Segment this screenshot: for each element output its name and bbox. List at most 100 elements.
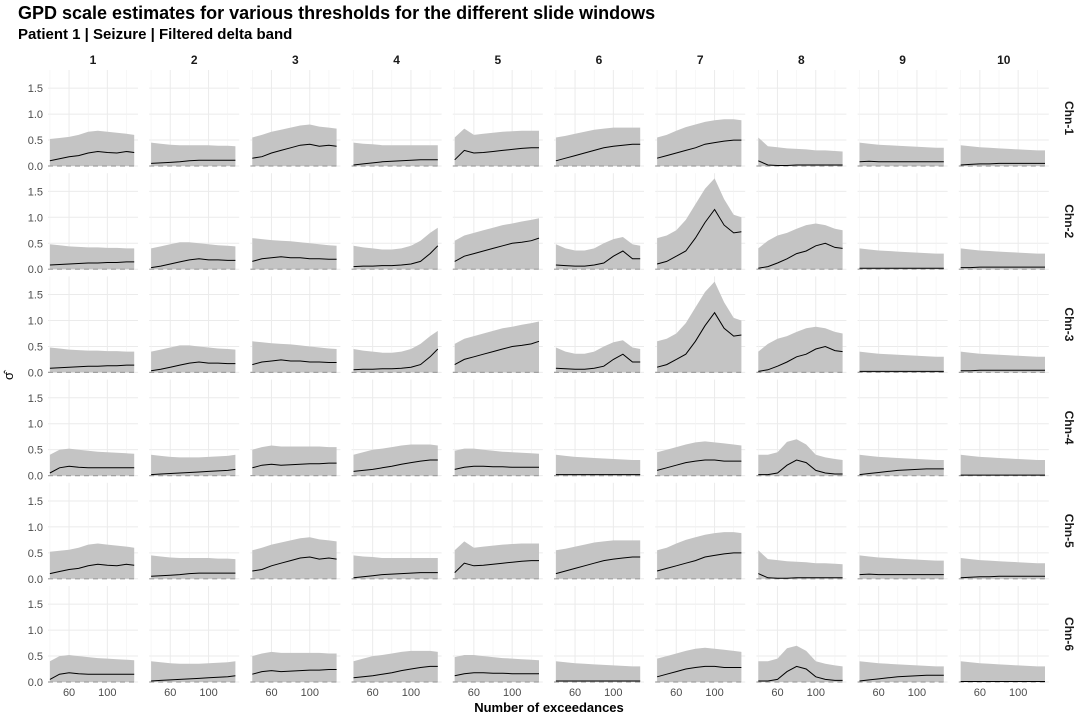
scale-estimate-line	[555, 353, 641, 370]
scale-estimate-line	[656, 311, 742, 368]
y-tick-label: 0.5	[28, 238, 43, 250]
panel-r1-c9	[857, 70, 948, 167]
confidence-band	[49, 244, 135, 270]
column-strip-label: 1	[90, 53, 97, 67]
y-tick-label: 1.0	[28, 212, 43, 224]
y-tick-label: 1.0	[28, 522, 43, 534]
column-strip-label: 9	[899, 53, 906, 67]
scale-estimate-line	[859, 573, 944, 576]
scale-estimate-line	[49, 465, 135, 474]
scale-estimate-line	[454, 237, 540, 262]
scale-estimate-line	[758, 242, 843, 269]
scale-estimate-line	[151, 361, 236, 372]
scale-estimate-line	[252, 256, 337, 262]
scale-estimate-line	[252, 359, 337, 366]
panel-r6-c2	[149, 586, 240, 683]
panel-r6-c3	[250, 586, 341, 683]
y-tick-label: 1.5	[28, 186, 43, 198]
panel-r4-c9	[857, 379, 948, 477]
scale-estimate-line	[151, 258, 236, 269]
y-tick-label: 0.5	[28, 135, 43, 147]
x-axis-label: Number of exceedances	[474, 700, 624, 715]
y-tick-label: 0.5	[28, 445, 43, 457]
scale-estimate-line	[49, 364, 135, 369]
confidence-band	[454, 448, 539, 476]
confidence-band	[252, 341, 337, 373]
panel-r1-c1	[48, 70, 138, 167]
column-strip-label: 2	[191, 53, 198, 67]
y-tick-label: 0.0	[28, 677, 43, 689]
y-tick-label: 1.0	[28, 316, 43, 328]
scale-estimate-line	[252, 462, 337, 469]
scale-estimate-line	[656, 459, 742, 471]
x-tick-label: 60	[367, 687, 379, 699]
y-tick-label: 0.0	[28, 264, 43, 276]
panel-r1-c6	[554, 70, 644, 167]
panel-r4-c3	[250, 379, 341, 477]
scale-estimate-line	[49, 672, 135, 680]
x-tick-label: 100	[199, 687, 217, 699]
confidence-band	[555, 237, 641, 270]
confidence-band	[353, 650, 438, 682]
panel-r5-c9	[857, 482, 948, 580]
scale-estimate-line	[454, 340, 540, 366]
scale-estimate-line	[454, 560, 539, 573]
confidence-band	[49, 130, 135, 166]
scale-estimate-line	[758, 665, 843, 682]
panel-r3-c10	[958, 276, 1049, 373]
confidence-band	[657, 281, 742, 373]
confidence-band	[49, 543, 135, 579]
panel-r3-c5	[452, 276, 543, 373]
x-tick-label: 100	[1009, 687, 1027, 699]
confidence-band	[960, 454, 1045, 476]
scale-estimate-line	[353, 572, 438, 579]
confidence-band	[555, 454, 641, 476]
panel-r6-c7	[655, 586, 746, 683]
confidence-band	[454, 128, 539, 166]
confidence-band	[758, 645, 843, 682]
panel-r3-c1	[48, 276, 138, 373]
scale-estimate-line	[960, 266, 1045, 269]
panel-r5-c8	[756, 482, 847, 580]
y-tick-label: 1.0	[28, 419, 43, 431]
scale-estimate-line	[454, 465, 539, 470]
panel-r4-c2	[149, 379, 240, 477]
panel-r5-c6	[554, 482, 644, 580]
confidence-band	[657, 441, 742, 476]
row-strip-label: Chn-2	[1062, 204, 1076, 238]
confidence-band	[252, 124, 337, 166]
panel-r3-c8	[756, 276, 847, 373]
scale-estimate-line	[353, 159, 438, 166]
scale-estimate-line	[151, 572, 236, 577]
row-strip-label: Chn-3	[1062, 307, 1076, 341]
scale-estimate-line	[758, 459, 843, 476]
panel-r3-c2	[149, 276, 240, 373]
confidence-band	[49, 655, 135, 682]
y-tick-label: 1.0	[28, 109, 43, 121]
confidence-band	[151, 454, 236, 476]
confidence-band	[454, 541, 539, 579]
scale-estimate-line	[859, 674, 944, 682]
scale-estimate-line	[353, 665, 438, 679]
labels-layer: Number of exceedances σ̂ 0.0 0.5 1.0 1.5 1 2 3…	[1, 53, 1076, 715]
y-axis-label: σ̂	[1, 369, 16, 380]
panel-r2-c5	[452, 173, 543, 270]
scale-estimate-line	[960, 575, 1045, 579]
confidence-band	[960, 248, 1045, 270]
x-tick-label: 100	[705, 687, 723, 699]
panel-r2-c6	[554, 173, 644, 270]
column-strip-label: 6	[596, 53, 603, 67]
x-tick-label: 100	[908, 687, 926, 699]
chart-title: GPD scale estimates for various threshol…	[18, 3, 656, 23]
column-strip-label: 7	[697, 53, 704, 67]
x-tick-label: 100	[503, 687, 521, 699]
confidence-band	[859, 661, 944, 682]
panel-r5-c2	[149, 482, 240, 580]
y-tick-label: 0.0	[28, 367, 43, 379]
confidence-band	[960, 661, 1045, 682]
panel-r6-c6	[554, 586, 644, 683]
row-strip-label: Chn-6	[1062, 617, 1076, 651]
column-strip-label: 5	[494, 53, 501, 67]
x-tick-label: 100	[402, 687, 420, 699]
